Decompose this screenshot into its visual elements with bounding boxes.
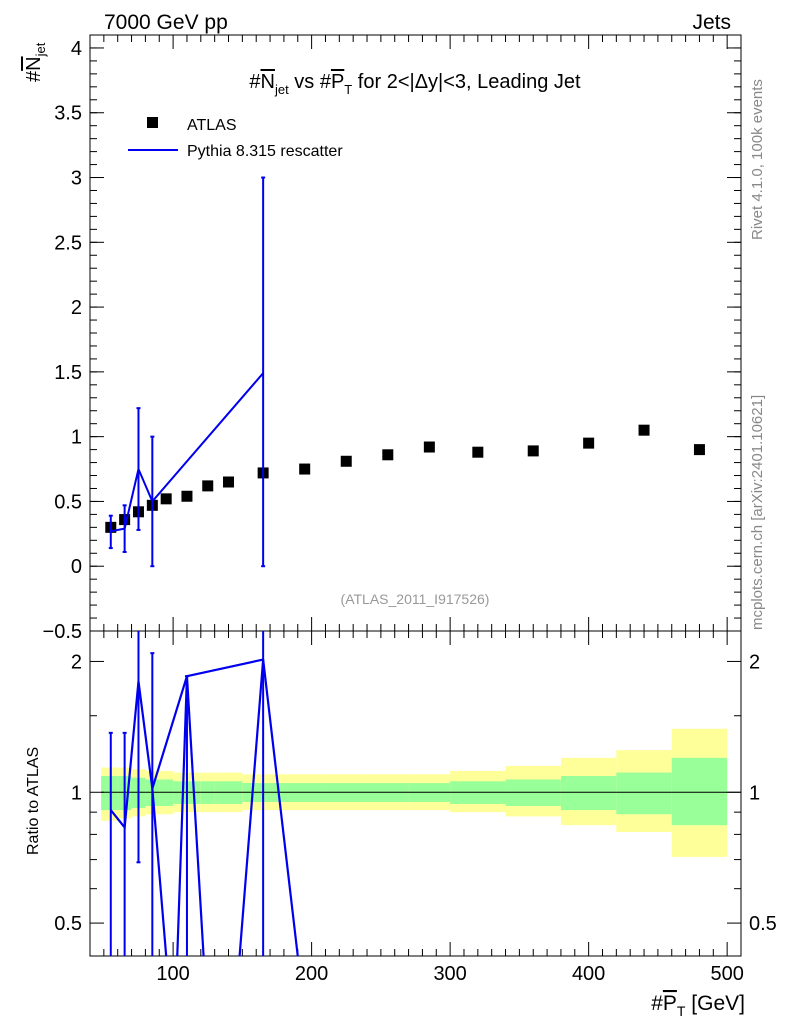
- ylabel-n: N: [23, 56, 45, 70]
- title-hash: #: [249, 71, 261, 93]
- xlabel-hash: #: [651, 992, 663, 1015]
- atlas-point: [223, 476, 235, 488]
- atlas-point: [202, 480, 214, 492]
- ratio-plot-data: [108, 631, 299, 957]
- atlas-point: [181, 490, 193, 502]
- ratio-xtick-label: 400: [572, 963, 605, 985]
- atlas-point: [527, 445, 539, 457]
- ratio-ytick-label-left: 0.5: [54, 913, 82, 935]
- band-inner: [560, 775, 617, 811]
- legend-pythia-label: Pythia 8.315 rescatter: [187, 143, 343, 160]
- analysis-watermark: (ATLAS_2011_I917526): [341, 591, 490, 607]
- title-p-sub: T: [344, 82, 352, 97]
- main-ytick-label: 2: [71, 297, 82, 319]
- main-ytick-label: 3: [71, 168, 82, 190]
- band-inner: [616, 772, 672, 815]
- atlas-point: [638, 424, 650, 436]
- ratio-uncertainty-bands: [101, 728, 741, 857]
- ratio-ytick-label-right: 2: [749, 651, 760, 673]
- title-p: P: [331, 71, 344, 93]
- mcplots-credit: mcplots.cern.ch [arXiv:2401.10621]: [749, 395, 766, 630]
- ratio-ytick-label-right: 0.5: [749, 913, 777, 935]
- atlas-point: [160, 493, 172, 505]
- ratio-pythia-segment: [185, 676, 205, 957]
- atlas-point: [423, 441, 435, 453]
- xlabel-p: P: [663, 992, 677, 1015]
- ylabel-sub: jet: [33, 42, 48, 57]
- atlas-point: [583, 437, 595, 449]
- ratio-pythia-segment: [151, 788, 168, 957]
- ratio-ytick-label-left: 2: [71, 651, 82, 673]
- atlas-point: [382, 449, 394, 461]
- band-inner: [101, 775, 118, 811]
- ratio-ylabel: Ratio to ATLAS: [25, 747, 42, 855]
- atlas-point: [693, 444, 705, 456]
- legend-atlas-marker: [147, 117, 158, 128]
- ratio-plot-frame: [89, 630, 742, 957]
- title-n: N: [261, 71, 275, 93]
- ratio-xtick-label: 300: [433, 963, 466, 985]
- main-ytick-label: 0.5: [54, 491, 82, 513]
- ratio-xtick-label: 200: [295, 963, 328, 985]
- main-plot-data: [105, 176, 705, 568]
- main-ytick-label: 3.5: [54, 103, 82, 125]
- axes-frames: [89, 34, 742, 957]
- ratio-pythia-segment: [262, 659, 299, 957]
- header-right: Jets: [692, 11, 731, 34]
- main-ytick-label: 4: [71, 38, 82, 60]
- ratio-xtick-label: 500: [710, 963, 743, 985]
- main-ytick-label: −0.5: [43, 621, 82, 643]
- ratio-pythia-line: [109, 658, 264, 831]
- ratio-xtick-label: 100: [156, 963, 189, 985]
- ratio-pythia-segment: [238, 659, 265, 957]
- xlabel: #PT [GeV]: [651, 992, 745, 1019]
- main-ytick-label: 1: [71, 427, 82, 449]
- xlabel-post: [GeV]: [685, 992, 745, 1015]
- band-inner: [671, 757, 728, 826]
- title-post: for 2<|Δy|<3, Leading Jet: [352, 71, 581, 93]
- main-ytick-label: 2.5: [54, 232, 82, 254]
- main-ytick-label: 0: [71, 556, 82, 578]
- ratio-pythia-segment: [176, 676, 189, 957]
- xlabel-sub: T: [677, 1003, 686, 1019]
- plot-title: #Njet vs #PT for 2<|Δy|<3, Leading Jet: [249, 71, 581, 97]
- main-ylabel: #Njet: [23, 42, 48, 82]
- main-ytick-label: 1.5: [54, 362, 82, 384]
- rivet-version: Rivet 4.1.0, 100k events: [749, 79, 766, 240]
- legend-atlas-label: ATLAS: [187, 117, 237, 134]
- header-left: 7000 GeV pp: [104, 11, 228, 34]
- ratio-ytick-label-right: 1: [749, 782, 760, 804]
- tick-labels: −0.5 0 0.5 1 1.5 2 2.5 3 3.5 4 100 200 300 400 500 0.5 0…: [43, 38, 777, 985]
- atlas-point: [299, 463, 311, 475]
- axes-ticks: [90, 34, 741, 956]
- title-mid: vs #: [289, 71, 332, 93]
- ylabel-hash: #: [23, 70, 45, 82]
- atlas-point: [340, 455, 352, 467]
- title-n-sub: jet: [274, 82, 289, 97]
- atlas-point: [472, 446, 484, 458]
- ratio-ytick-label-left: 1: [71, 782, 82, 804]
